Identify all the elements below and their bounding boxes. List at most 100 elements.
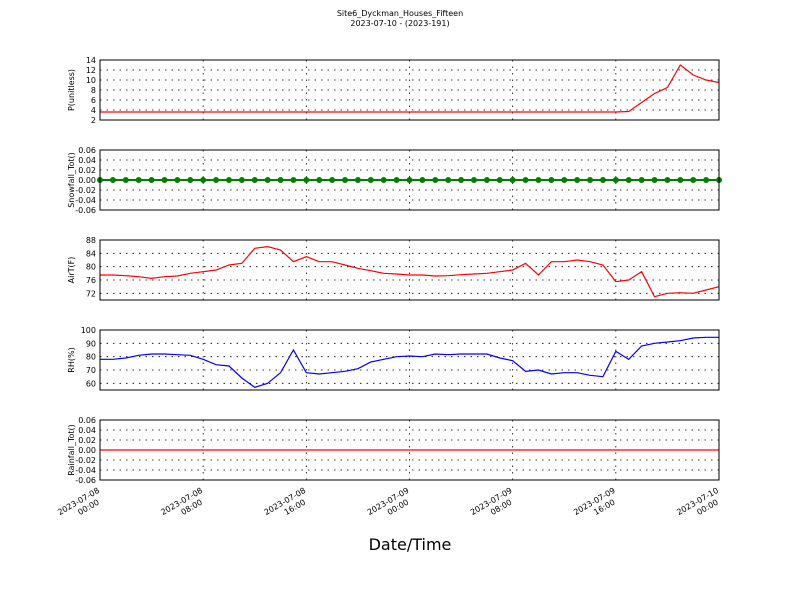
- data-point: [342, 177, 349, 183]
- data-point: [483, 177, 490, 183]
- data-point: [419, 177, 426, 183]
- y-tick-label: -0.02: [75, 186, 96, 195]
- y-tick-label: 88: [86, 236, 96, 245]
- data-point: [329, 177, 336, 183]
- data-line: [100, 64, 720, 113]
- data-point: [174, 177, 181, 183]
- data-point: [225, 177, 232, 183]
- y-tick-label: 0.06: [78, 146, 96, 155]
- y-tick-label: 0.02: [78, 436, 96, 445]
- y-tick-label: -0.04: [75, 466, 96, 475]
- data-point: [303, 177, 310, 183]
- data-point: [200, 177, 207, 183]
- y-tick-label: 14: [86, 56, 96, 65]
- data-point: [651, 177, 658, 183]
- data-point: [638, 177, 645, 183]
- data-point: [432, 177, 439, 183]
- y-tick-label: -0.06: [75, 206, 96, 215]
- data-point: [548, 177, 555, 183]
- y-tick-label: 10: [86, 76, 96, 85]
- data-point: [703, 177, 710, 183]
- x-tick-label: 2023-07-1000:00: [675, 486, 725, 526]
- y-tick-label: 84: [86, 249, 96, 258]
- data-point: [561, 177, 568, 183]
- data-point: [522, 177, 529, 183]
- figure-subtitle: 2023-07-10 - (2023-191): [350, 19, 449, 28]
- data-point: [535, 177, 542, 183]
- data-point: [367, 177, 374, 183]
- y-tick-label: 8: [91, 86, 96, 95]
- y-tick-label: 80: [86, 263, 96, 272]
- data-point: [664, 177, 671, 183]
- y-tick-label: 0.00: [78, 446, 96, 455]
- y-tick-label: 0.06: [78, 416, 96, 425]
- data-point: [587, 177, 594, 183]
- y-tick-label: 0.04: [78, 156, 96, 165]
- x-tick-label: 2023-07-0908:00: [469, 486, 519, 526]
- axes-frame: [99, 239, 720, 301]
- data-point: [161, 177, 168, 183]
- data-line: [100, 246, 720, 298]
- x-tick-label: 2023-07-0916:00: [572, 486, 622, 526]
- axes-frame: [99, 149, 720, 211]
- y-tick-label: 60: [86, 379, 96, 388]
- data-point: [445, 177, 452, 183]
- data-point: [380, 177, 387, 183]
- y-tick-label: 2: [91, 116, 96, 125]
- data-point: [251, 177, 258, 183]
- data-point: [316, 177, 323, 183]
- axes-frame: [99, 329, 720, 391]
- axes-frame: [99, 419, 720, 481]
- data-point: [135, 177, 142, 183]
- y-axis-label: AirT(F): [67, 257, 76, 284]
- y-axis-label: P(unitless): [67, 69, 76, 111]
- data-point: [690, 177, 697, 183]
- y-axis-label: RH(%): [67, 347, 76, 372]
- y-tick-label: -0.04: [75, 196, 96, 205]
- data-line: [100, 336, 719, 388]
- data-point: [148, 177, 155, 183]
- x-tick-label: 2023-07-0800:00: [56, 486, 106, 526]
- data-point: [354, 177, 361, 183]
- y-tick-label: 12: [86, 66, 96, 75]
- data-point: [393, 177, 400, 183]
- x-axis-label: Date/Time: [369, 535, 452, 554]
- y-tick-label: 0.02: [78, 166, 96, 175]
- data-point: [290, 177, 297, 183]
- y-tick-label: 4: [91, 106, 96, 115]
- data-point: [625, 177, 632, 183]
- axes-frame: [99, 59, 720, 121]
- y-tick-label: -0.02: [75, 456, 96, 465]
- data-point: [406, 177, 413, 183]
- y-tick-label: 80: [86, 353, 96, 362]
- data-point: [574, 177, 581, 183]
- y-tick-label: 6: [91, 96, 96, 105]
- y-tick-label: 0.00: [78, 176, 96, 185]
- data-point: [509, 177, 516, 183]
- y-tick-label: 72: [86, 289, 96, 298]
- data-point: [599, 177, 606, 183]
- y-tick-label: 90: [86, 339, 96, 348]
- data-point: [264, 177, 271, 183]
- data-point: [187, 177, 194, 183]
- x-tick-label: 2023-07-0808:00: [159, 486, 209, 526]
- y-axis-label: Rainfall_Tot(): [67, 424, 76, 476]
- y-tick-label: 0.04: [78, 426, 96, 435]
- y-tick-label: -0.06: [75, 476, 96, 485]
- data-point: [109, 177, 116, 183]
- data-point: [612, 177, 619, 183]
- data-point: [496, 177, 503, 183]
- x-tick-label: 2023-07-0816:00: [263, 486, 313, 526]
- data-point: [213, 177, 220, 183]
- y-tick-label: 76: [86, 276, 96, 285]
- data-point: [277, 177, 284, 183]
- figure-title: Site6_Dyckman_Houses_Fifteen: [337, 9, 463, 18]
- data-point: [470, 177, 477, 183]
- y-tick-label: 100: [81, 326, 96, 335]
- data-point: [122, 177, 129, 183]
- x-tick-label: 2023-07-0900:00: [366, 486, 416, 526]
- data-point: [458, 177, 465, 183]
- data-point: [238, 177, 245, 183]
- y-axis-label: Snowfall_Tot(): [67, 152, 76, 208]
